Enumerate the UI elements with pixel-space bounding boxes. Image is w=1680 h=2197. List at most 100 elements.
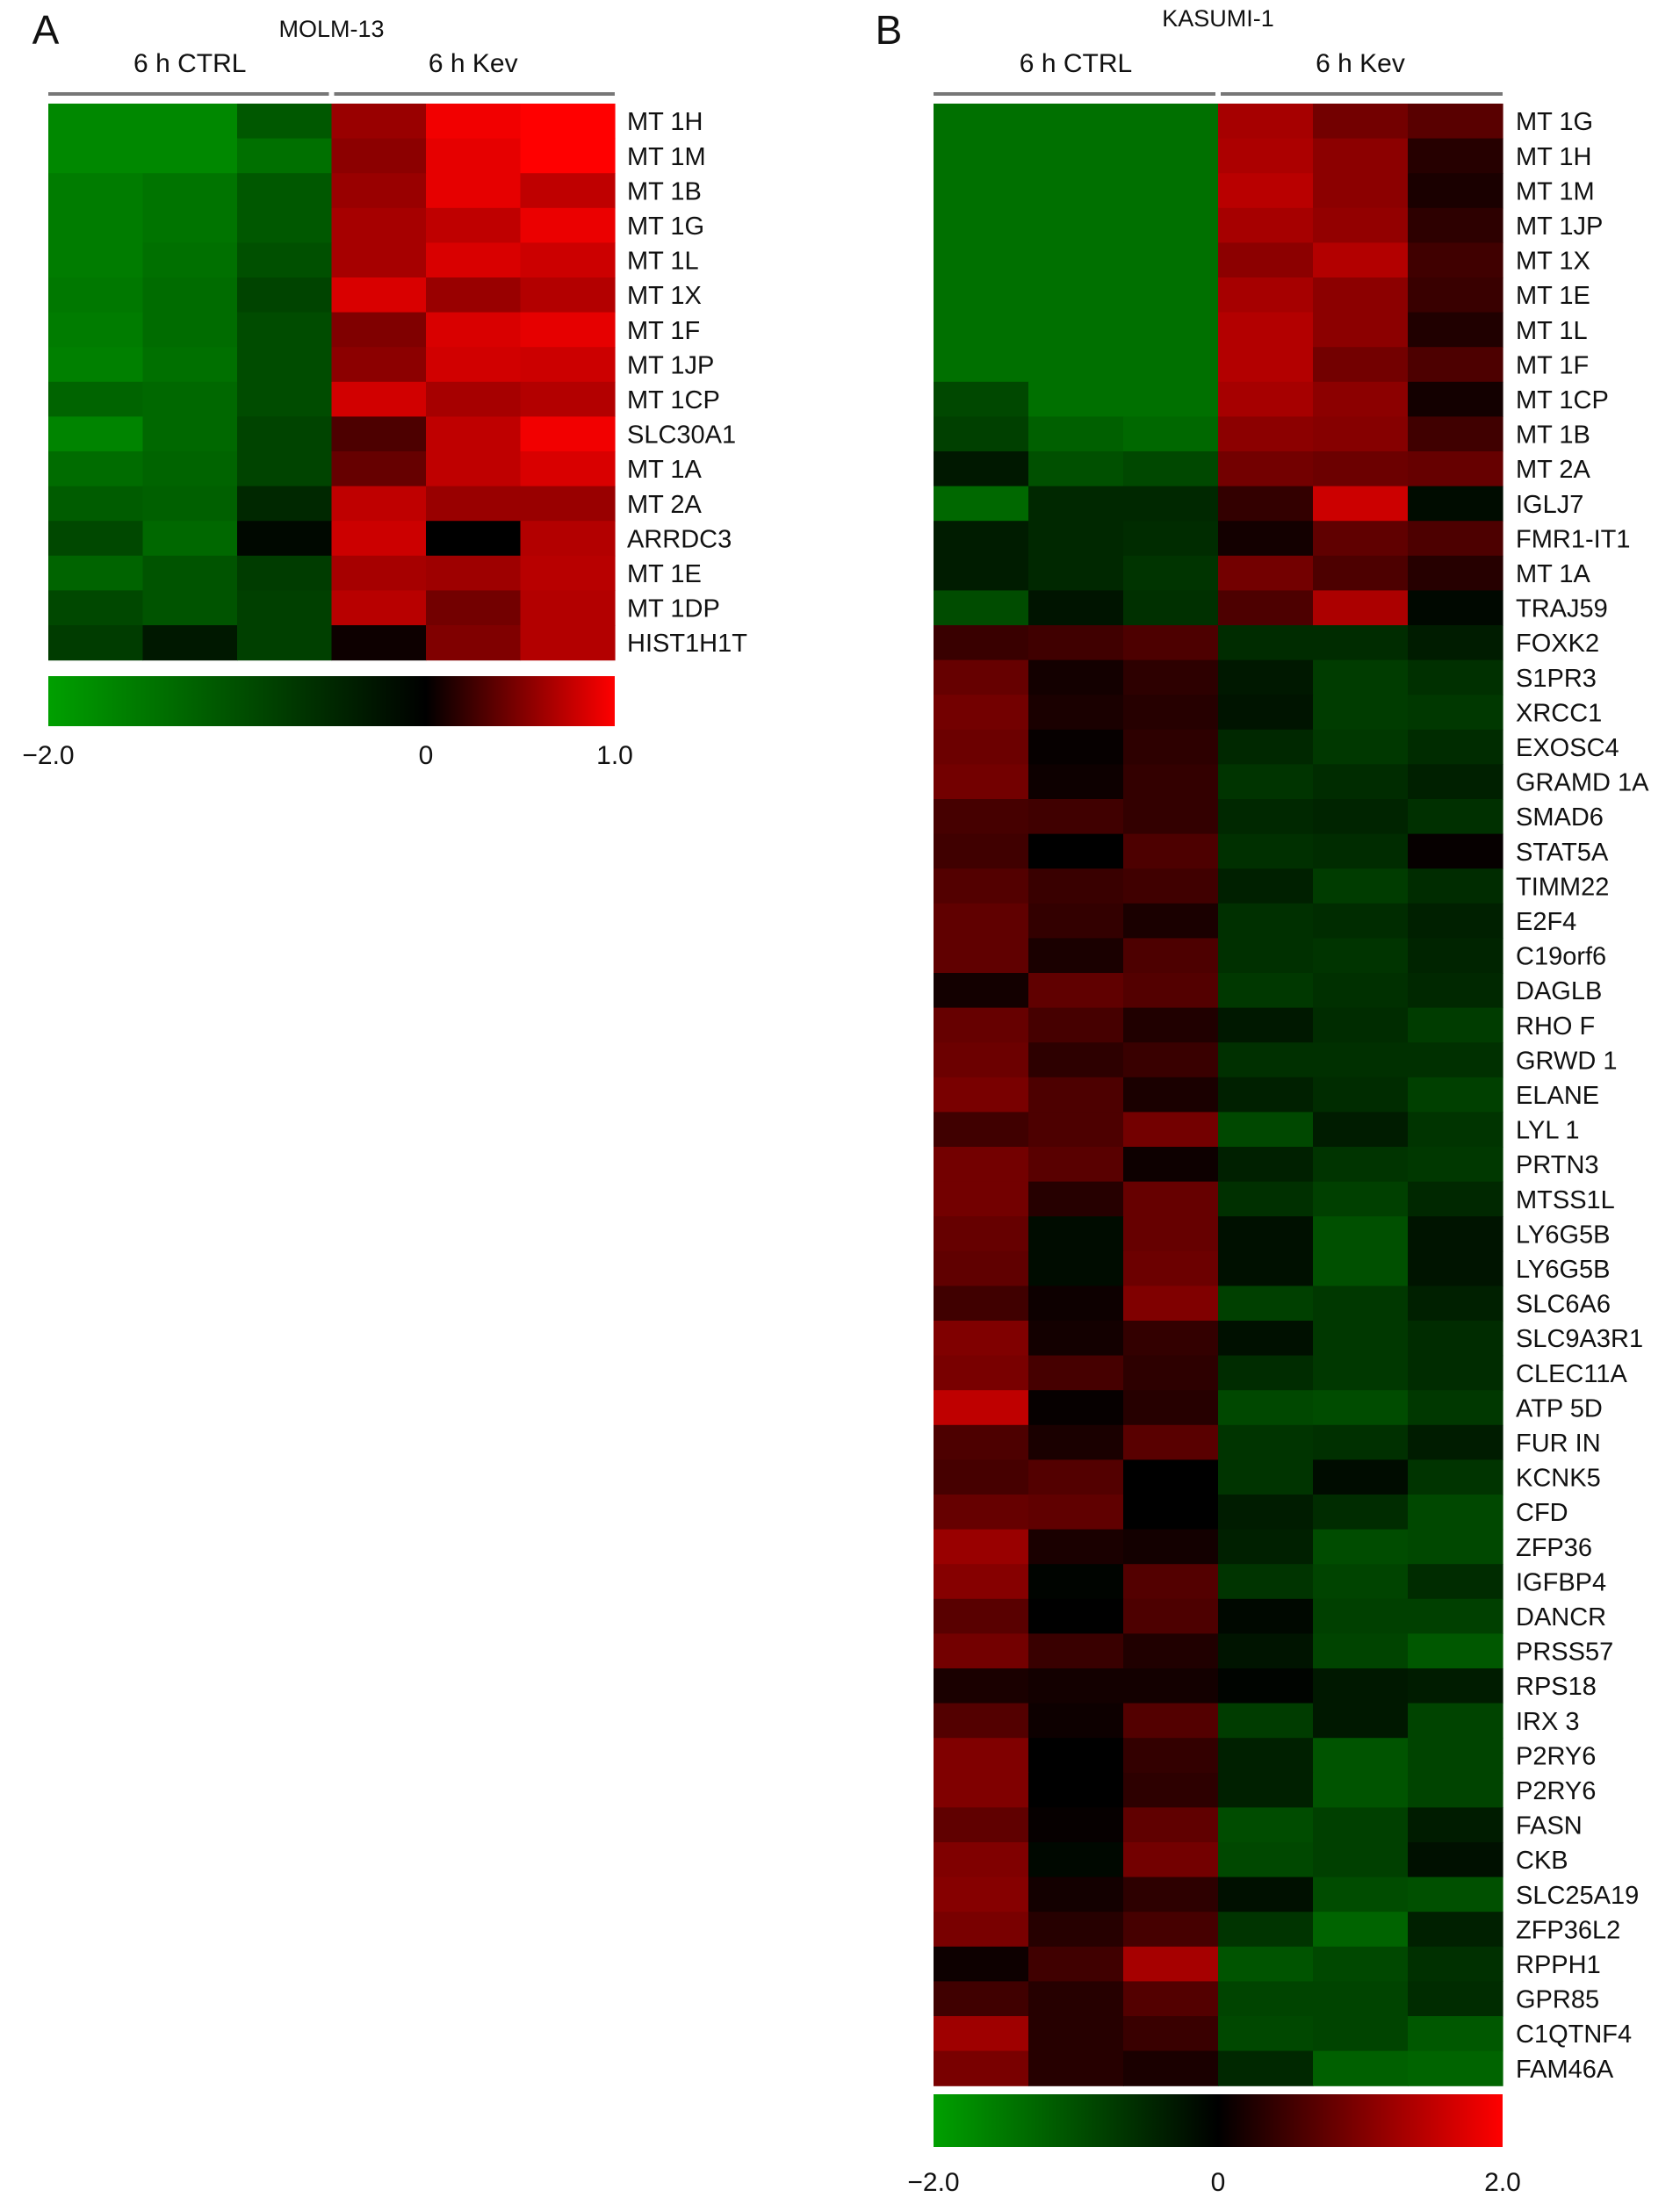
heatmap-cell [1123,2050,1219,2086]
heatmap-cell [331,555,427,591]
heatmap-cell [934,1946,1029,1982]
heatmap-cell [1313,938,1409,974]
row-label: PRSS57 [1516,1639,1613,1667]
heatmap-cell [1313,1633,1409,1669]
heatmap-cell [1218,138,1314,174]
heatmap-cell [1408,381,1503,417]
heatmap-cell [1218,207,1314,243]
heatmap-cell [1313,903,1409,939]
heatmap-cell [1123,625,1219,661]
heatmap-cell [1313,1321,1409,1357]
heatmap-cell [1218,381,1314,417]
heatmap-cell [1408,486,1503,522]
heatmap-cell [142,416,238,452]
heatmap-cell [1218,451,1314,487]
heatmap-cell [1028,729,1124,765]
heatmap-cell [1028,347,1124,383]
heatmap-cell [1218,868,1314,904]
row-label: MT 1X [627,282,702,310]
heatmap-cell [934,764,1029,800]
heatmap-cell [1313,1495,1409,1531]
heatmap-cell [1123,1424,1219,1460]
heatmap-cell [520,207,616,243]
heatmap-cell [237,138,333,174]
heatmap-cell [1123,1181,1219,1217]
heatmap-cell [1123,381,1219,417]
row-label: MT 2A [1516,456,1591,484]
heatmap-cell [934,104,1029,140]
row-label: MT 1JP [627,351,714,379]
heatmap-cell [1028,2016,1124,2052]
heatmap-cell [48,590,144,626]
row-label: MT 1CP [1516,386,1609,414]
row-label: RHO F [1516,1012,1595,1041]
heatmap-cell [331,347,427,383]
heatmap-cell [1408,1946,1503,1982]
row-label: FUR IN [1516,1430,1601,1458]
heatmap-cell [1313,1355,1409,1391]
row-label: SLC9A3R1 [1516,1325,1643,1353]
heatmap-cell [1408,1355,1503,1391]
heatmap-cell [237,381,333,417]
colorbar-tick-label: 1.0 [596,741,633,770]
heatmap-cell [1218,590,1314,626]
heatmap-cell [1218,2050,1314,2086]
heatmap-cell [934,1147,1029,1183]
heatmap-cell [48,312,144,348]
heatmap-cell [237,590,333,626]
row-label: MT 1A [627,456,703,484]
heatmap-cell [1218,1077,1314,1113]
row-label: IGFBP4 [1516,1568,1606,1596]
heatmap-cell [1218,1286,1314,1322]
heatmap-cell [1123,242,1219,278]
row-label: IGLJ7 [1516,491,1583,519]
row-label: XRCC1 [1516,699,1602,727]
heatmap-cell [1028,416,1124,452]
heatmap-cell [1028,799,1124,835]
heatmap-cell [426,521,522,557]
heatmap-cell [1218,312,1314,348]
heatmap-cell [426,416,522,452]
row-label: E2F4 [1516,908,1576,936]
row-label: MT 1M [627,143,706,171]
heatmap-cell [1313,1912,1409,1948]
heatmap-cell [1408,868,1503,904]
row-label: MT 1L [627,248,699,276]
heatmap-cell [142,381,238,417]
heatmap-cell [1028,555,1124,591]
heatmap-cell [48,207,144,243]
heatmap-cell [1028,1355,1124,1391]
heatmap-cell [934,1495,1029,1531]
heatmap-cell [934,1286,1029,1322]
heatmap-cell [934,1981,1029,2017]
heatmap-cell [331,207,427,243]
heatmap-cell [520,347,616,383]
heatmap-cell [142,521,238,557]
row-label: TRAJ59 [1516,595,1608,623]
heatmap-cell [1028,1981,1124,2017]
heatmap-cell [1028,1424,1124,1460]
heatmap-cell [1123,1633,1219,1669]
heatmap-cell [1313,138,1409,174]
heatmap-cell [1028,1876,1124,1912]
heatmap-cell [1218,1668,1314,1704]
heatmap-cell [520,486,616,522]
heatmap-cell [1313,207,1409,243]
heatmap-cell [426,312,522,348]
heatmap-cell [1313,799,1409,835]
heatmap-cell [1218,1250,1314,1286]
panel-label: A [32,7,60,53]
heatmap-cell [934,1529,1029,1565]
heatmap-cell [48,242,144,278]
heatmap-cell [426,104,522,140]
heatmap-cell [48,521,144,557]
heatmap-cell [237,625,333,661]
colorbar-tick-label: 0 [1211,2168,1226,2197]
heatmap-cell [1028,381,1124,417]
heatmap-cell [1218,1007,1314,1043]
heatmap-cell [1313,1981,1409,2017]
heatmap-cell [48,555,144,591]
heatmap-cell [1218,1321,1314,1357]
heatmap-cell [934,1321,1029,1357]
heatmap-cell [1313,1772,1409,1808]
